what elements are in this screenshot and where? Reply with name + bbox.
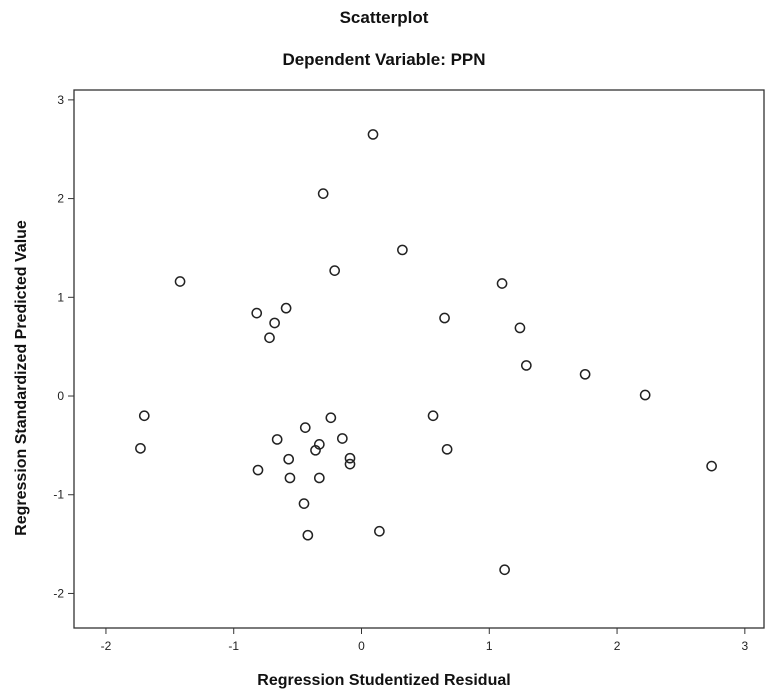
scatter-point bbox=[397, 244, 408, 256]
scatter-point bbox=[310, 444, 321, 456]
y-tick-label: 1 bbox=[57, 290, 64, 304]
y-tick-label: 2 bbox=[57, 192, 64, 206]
scatter-point bbox=[427, 410, 439, 422]
scatter-point bbox=[299, 422, 311, 433]
scatter-point bbox=[317, 188, 329, 200]
scatter-point bbox=[252, 464, 264, 476]
scatter-point bbox=[329, 265, 341, 276]
scatter-point bbox=[313, 472, 325, 484]
scatter-point bbox=[284, 472, 296, 484]
plot-frame bbox=[73, 89, 765, 629]
x-tick-label: 1 bbox=[486, 639, 493, 653]
scatter-point bbox=[298, 498, 310, 509]
scatter-point bbox=[514, 322, 526, 334]
x-tick-label: -1 bbox=[228, 639, 239, 653]
scatter-point bbox=[706, 460, 717, 472]
chart-subtitle: Dependent Variable: PPN bbox=[282, 50, 486, 69]
x-axis-label: Regression Studentized Residual bbox=[257, 672, 511, 689]
x-tick-label: 3 bbox=[741, 639, 748, 653]
chart-title: Scatterplot bbox=[339, 8, 429, 27]
scatter-point bbox=[251, 307, 263, 319]
data-points bbox=[135, 129, 717, 576]
scatter-point bbox=[271, 434, 283, 445]
scatter-point bbox=[496, 278, 508, 289]
scatter-point bbox=[264, 332, 275, 344]
scatter-point bbox=[499, 564, 510, 576]
scatter-point bbox=[344, 452, 356, 464]
scatter-point bbox=[283, 453, 295, 465]
scatter-point bbox=[579, 368, 591, 380]
scatter-point bbox=[138, 410, 150, 422]
scatter-point bbox=[367, 129, 379, 140]
scatter-point bbox=[441, 443, 453, 455]
scatter-point bbox=[269, 317, 280, 329]
scatter-point bbox=[135, 442, 146, 454]
y-tick-label: -2 bbox=[53, 586, 64, 600]
y-tick-label: -1 bbox=[53, 488, 64, 502]
scatter-point bbox=[439, 312, 450, 324]
scatter-point bbox=[374, 525, 385, 537]
scatter-point bbox=[174, 276, 186, 287]
scatter-point bbox=[344, 458, 356, 470]
x-tick-label: 2 bbox=[614, 639, 621, 653]
scatter-point bbox=[336, 433, 348, 444]
scatter-point bbox=[520, 360, 532, 371]
y-tick-label: 3 bbox=[57, 93, 64, 107]
scatter-point bbox=[639, 389, 651, 401]
scatter-point bbox=[302, 529, 314, 541]
scatter-point bbox=[280, 302, 292, 314]
x-tick-label: 0 bbox=[358, 639, 365, 653]
axis-ticks: -2 -1 0 1 2 3 -2 -1 0 1 2 3 bbox=[53, 93, 748, 653]
scatter-point bbox=[325, 412, 337, 424]
y-tick-label: 0 bbox=[57, 389, 64, 403]
x-tick-label: -2 bbox=[101, 639, 112, 653]
